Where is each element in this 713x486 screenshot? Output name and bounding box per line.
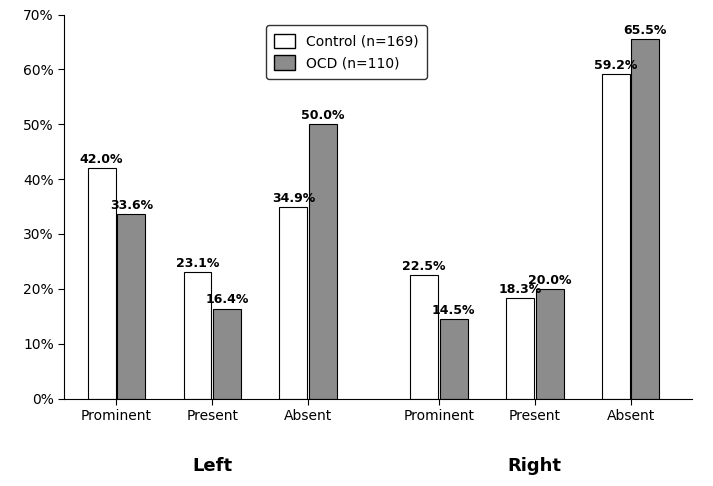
Bar — [88, 168, 116, 399]
Text: 65.5%: 65.5% — [624, 24, 667, 37]
Text: 22.5%: 22.5% — [402, 260, 446, 273]
Text: 14.5%: 14.5% — [432, 304, 476, 317]
Bar — [183, 272, 212, 399]
Text: 42.0%: 42.0% — [80, 153, 123, 166]
Bar — [279, 207, 307, 399]
Bar — [535, 289, 563, 399]
Text: 20.0%: 20.0% — [528, 274, 571, 287]
Text: 23.1%: 23.1% — [176, 257, 219, 270]
Text: 18.3%: 18.3% — [498, 283, 542, 296]
Text: Left: Left — [193, 457, 232, 475]
Legend: Control (n=169), OCD (n=110): Control (n=169), OCD (n=110) — [266, 25, 427, 79]
Bar — [440, 319, 468, 399]
Bar — [602, 74, 630, 399]
Bar — [410, 275, 438, 399]
Text: 50.0%: 50.0% — [301, 109, 345, 122]
Bar — [309, 124, 337, 399]
Bar — [632, 39, 660, 399]
Text: 16.4%: 16.4% — [205, 294, 249, 306]
Text: 33.6%: 33.6% — [110, 199, 153, 212]
Text: 34.9%: 34.9% — [272, 192, 315, 205]
Bar — [506, 298, 534, 399]
Text: Right: Right — [508, 457, 562, 475]
Bar — [118, 214, 145, 399]
Text: 59.2%: 59.2% — [594, 59, 637, 71]
Bar — [213, 309, 241, 399]
